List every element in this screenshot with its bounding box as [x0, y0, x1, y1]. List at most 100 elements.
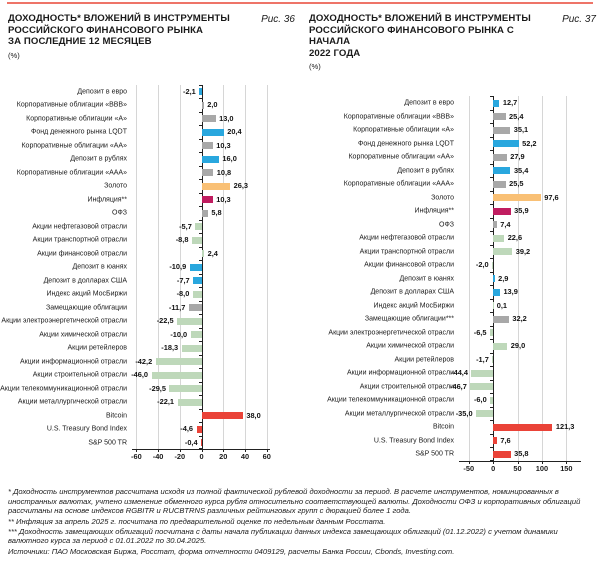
axis-tick-mark — [223, 449, 225, 453]
gridline — [158, 84, 160, 450]
row-tick-mark — [198, 165, 202, 167]
axis-tick-mark — [566, 460, 568, 464]
category-label: Акции химической отрасли — [366, 342, 454, 350]
category-label: Корпоративные облигации «А» — [26, 115, 127, 123]
axis-tick-label: 40 — [240, 452, 250, 462]
bar — [201, 115, 216, 123]
value-label: -22,5 — [156, 316, 174, 326]
x-axis: -50 0 50 100 150 — [459, 460, 581, 474]
footnote-inflation: ** Инфляция за апрель 2025 г. посчитана … — [8, 516, 386, 526]
category-label: Золото — [431, 194, 454, 202]
axis-tick-label: 150 — [560, 463, 573, 473]
value-label: 121,3 — [555, 422, 575, 432]
bar-chart: Депозит в евро Корпоративные облигации «В… — [0, 84, 295, 463]
chart-title: ДОХОДНОСТЬ* ВЛОЖЕНИЙ В ИНСТРУМЕНТЫ РОССИ… — [8, 13, 230, 60]
bar — [177, 398, 202, 406]
chart-unit-label: (%) — [309, 62, 321, 72]
value-label: -4,6 — [180, 424, 194, 434]
category-label: Корпоративные облигации «ААА» — [16, 169, 127, 177]
category-label: Акции строительной отрасли — [32, 371, 127, 379]
plot-area: -2,1 2,0 13,0 20,4 10,3 16,0 10,8 26,3 10,3 5,8 -5… — [131, 84, 270, 451]
value-label: 26,3 — [233, 181, 248, 191]
row-tick-mark — [490, 163, 494, 165]
category-label: Индекс акций МосБиржи — [46, 290, 127, 298]
row-tick-mark — [198, 233, 202, 235]
bar — [471, 369, 494, 377]
value-label: 52,2 — [522, 138, 537, 148]
bar — [493, 194, 541, 202]
bar — [201, 412, 243, 420]
row-tick-mark — [198, 125, 202, 127]
category-label: Депозит в рублях — [397, 167, 454, 175]
bar — [493, 248, 513, 256]
bar — [201, 128, 224, 136]
category-label: Фонд денежного рынка LQDT — [358, 140, 454, 148]
row-tick-mark — [490, 136, 494, 138]
category-labels: Депозит в евро Корпоративные облигации «В… — [0, 85, 132, 463]
row-tick-mark — [490, 433, 494, 435]
category-label: Акции нефтегазовой отрасли — [359, 234, 454, 242]
bar-chart: Депозит в евро Корпоративные облигации «В… — [309, 96, 596, 474]
zero-axis-line — [201, 84, 203, 450]
value-label: 22,6 — [507, 233, 523, 243]
value-label: -6,0 — [473, 395, 487, 405]
bar — [493, 342, 508, 350]
value-label: 20,4 — [227, 127, 242, 137]
bar — [189, 263, 202, 271]
gridline — [468, 96, 470, 461]
value-label: -35,0 — [455, 408, 473, 418]
bar — [493, 450, 511, 458]
gridline — [245, 84, 246, 450]
axis-tick-mark — [493, 460, 495, 464]
row-tick-mark — [490, 352, 494, 354]
bar — [201, 439, 202, 447]
value-label: -10,0 — [170, 329, 188, 339]
sources-line: Источники: ПАО Московская Биржа, Росстат… — [8, 546, 455, 556]
category-label: Инфляция** — [414, 207, 454, 215]
axis-tick-mark — [245, 449, 246, 453]
footnotes: * Доходность инструментов рассчитана исх… — [0, 474, 600, 557]
gridline — [266, 84, 268, 450]
row-tick-mark — [490, 298, 494, 300]
plot-wrap: -2,1 2,0 13,0 20,4 10,3 16,0 10,8 26,3 10,3 5,8 -5… — [131, 84, 271, 463]
axis-tick-mark — [201, 449, 203, 453]
chart-header: ДОХОДНОСТЬ* ВЛОЖЕНИЙ В ИНСТРУМЕНТЫ РОССИ… — [8, 13, 295, 60]
plot-area: 12,7 25,4 35,1 52,2 27,9 35,4 25,5 97,6 35,9 7,4 2… — [450, 96, 581, 462]
value-label: 7,6 — [500, 435, 511, 445]
row-tick-mark — [198, 111, 202, 113]
chart-unit-label: (%) — [8, 50, 20, 60]
chart-title-line: РОССИЙСКОГО ФИНАНСОВОГО РЫНКА С НАЧАЛА — [309, 24, 514, 48]
category-label: Замещающие облигации*** — [364, 315, 454, 323]
category-label: Акции электроэнергетической отрасли — [1, 317, 127, 325]
row-tick-mark — [198, 138, 202, 140]
row-tick-mark — [198, 408, 202, 410]
category-label: Депозит в евро — [404, 99, 454, 107]
bar — [169, 385, 202, 393]
category-label: Акции телекоммуникационной отрасли — [327, 396, 454, 404]
chart-title: ДОХОДНОСТЬ* ВЛОЖЕНИЙ В ИНСТРУМЕНТЫ РОССИ… — [309, 13, 556, 71]
bar — [201, 142, 213, 150]
bar — [492, 356, 494, 364]
row-tick-mark — [198, 422, 202, 424]
category-label: Корпоративные облигации «ВВВ» — [16, 101, 127, 109]
bar — [199, 88, 202, 96]
bar — [201, 250, 205, 258]
bar — [493, 126, 511, 134]
category-label: Акции металлургической отрасли — [17, 398, 127, 406]
bar — [151, 371, 202, 379]
gridline — [223, 84, 225, 450]
value-label: 10,8 — [216, 167, 232, 177]
bar — [493, 113, 506, 121]
bar — [490, 396, 494, 404]
chart-title-line: ДОХОДНОСТЬ* ВЛОЖЕНИЙ В ИНСТРУМЕНТЫ — [309, 13, 531, 24]
top-divider-rule — [7, 2, 593, 4]
bar — [493, 99, 500, 107]
row-tick-mark — [198, 273, 202, 275]
category-label: Корпоративные облигации «ВВВ» — [343, 113, 454, 121]
value-label: 39,2 — [515, 246, 531, 256]
axis-tick-mark — [541, 460, 543, 464]
row-tick-mark — [490, 217, 494, 219]
figure-number-label: Рис. 37 — [562, 14, 596, 25]
value-label: 35,1 — [513, 125, 529, 135]
value-label: 7,4 — [500, 219, 511, 229]
